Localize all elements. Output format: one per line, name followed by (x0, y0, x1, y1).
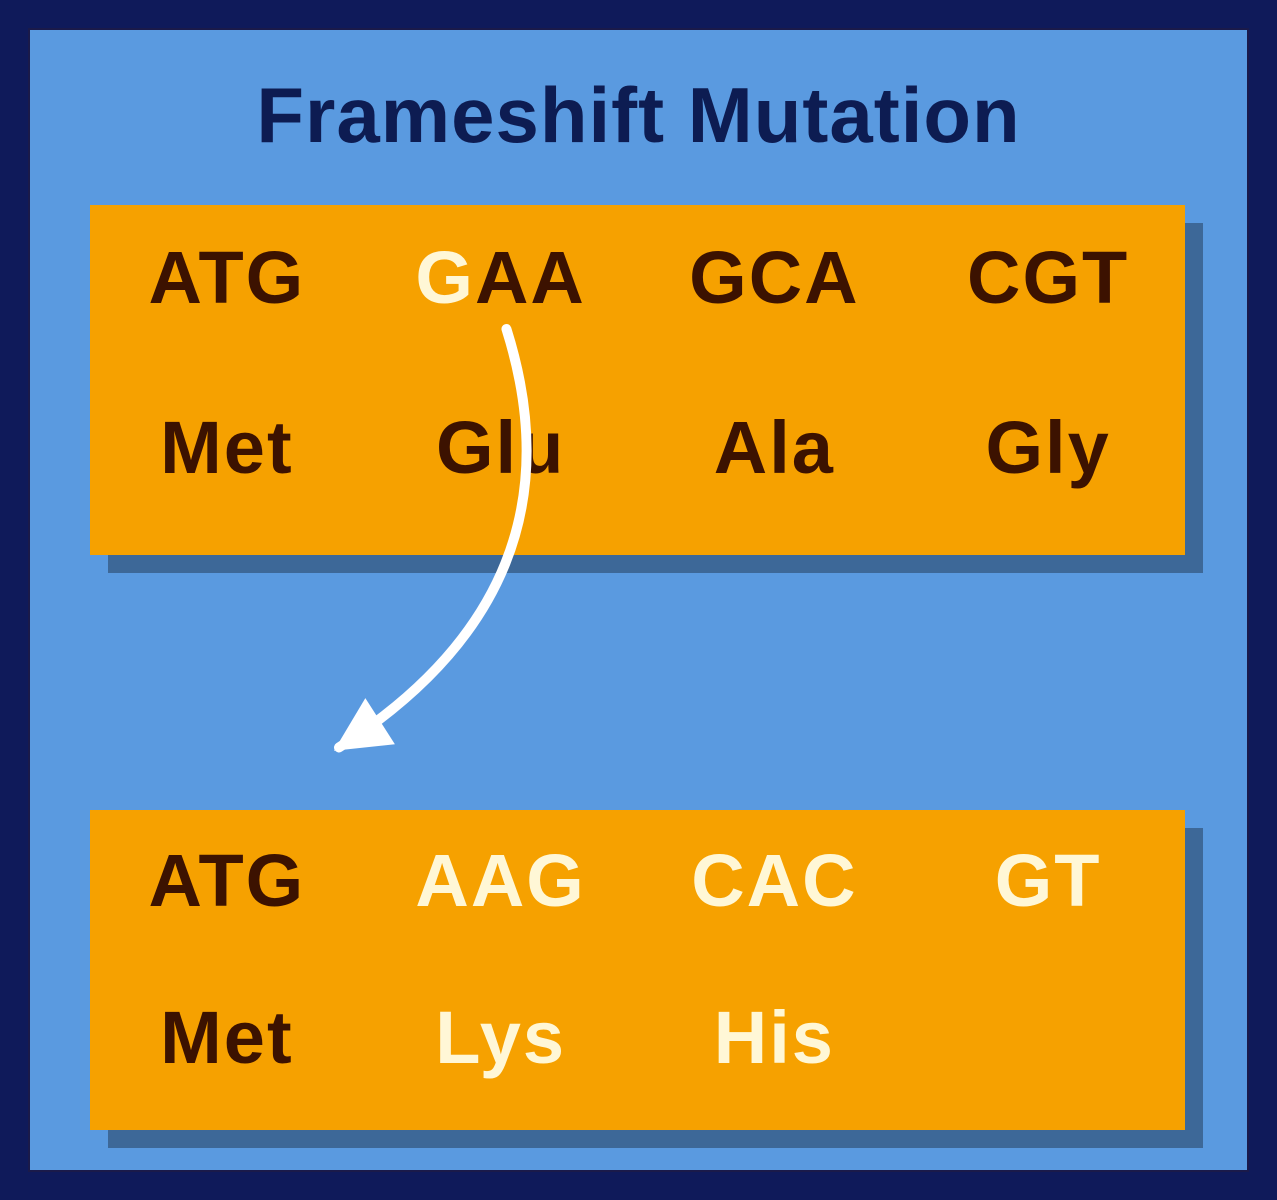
nucleotide-letter: G (995, 839, 1055, 922)
codon-cell: CGT (911, 235, 1185, 320)
nucleotide-letter: A (471, 839, 526, 922)
codon-cell: CAC (638, 838, 912, 923)
nucleotide-letter: A (149, 236, 199, 319)
nucleotide-letter: G (415, 236, 475, 319)
nucleotide-letter: C (691, 839, 746, 922)
nucleotide-letter: C (967, 236, 1022, 319)
codon: ATG (149, 236, 306, 319)
codon: ATG (149, 839, 306, 922)
nucleotide-letter: G (689, 236, 749, 319)
amino-acid-cell: Met (90, 405, 364, 490)
after-codon-row: ATGAAGCACGT (90, 838, 1185, 923)
codon: GCA (689, 236, 859, 319)
codon-cell: ATG (90, 838, 364, 923)
amino-acid-cell: Glu (364, 405, 638, 490)
nucleotide-letter: A (530, 236, 585, 319)
codon: GAA (415, 236, 585, 319)
codon-cell: GT (911, 838, 1185, 923)
nucleotide-letter: G (246, 236, 306, 319)
nucleotide-letter: A (475, 236, 530, 319)
nucleotide-letter: T (1054, 839, 1101, 922)
amino-acid-cell: Ala (638, 405, 912, 490)
nucleotide-letter: G (246, 839, 306, 922)
nucleotide-letter: C (802, 839, 857, 922)
codon: GT (995, 839, 1102, 922)
before-codon-row: ATGGAAGCACGT (90, 235, 1185, 320)
before-mutation-box: ATGGAAGCACGT MetGluAlaGly (90, 205, 1185, 555)
codon-cell: ATG (90, 235, 364, 320)
amino-acid-cell: Met (90, 995, 364, 1080)
nucleotide-letter: G (526, 839, 586, 922)
before-amino-row: MetGluAlaGly (90, 405, 1185, 490)
nucleotide-letter: A (149, 839, 199, 922)
after-amino-row: MetLysHis (90, 995, 1185, 1080)
nucleotide-letter: T (198, 839, 245, 922)
nucleotide-letter: T (1082, 236, 1129, 319)
nucleotide-letter: A (415, 839, 470, 922)
codon: CAC (691, 839, 857, 922)
nucleotide-letter: A (747, 839, 802, 922)
codon-cell: GCA (638, 235, 912, 320)
amino-acid-cell: Gly (911, 405, 1185, 490)
codon: CGT (967, 236, 1129, 319)
amino-acid-cell: Lys (364, 995, 638, 1080)
nucleotide-letter: G (1022, 236, 1082, 319)
nucleotide-letter: A (804, 236, 859, 319)
amino-acid-cell: His (638, 995, 912, 1080)
codon-cell: AAG (364, 838, 638, 923)
codon: AAG (415, 839, 585, 922)
diagram-title: Frameshift Mutation (30, 70, 1247, 161)
diagram-panel: Frameshift Mutation ATGGAAGCACGT MetGluA… (28, 28, 1249, 1172)
codon-cell: GAA (364, 235, 638, 320)
nucleotide-letter: C (749, 236, 804, 319)
nucleotide-letter: T (198, 236, 245, 319)
after-mutation-box: ATGAAGCACGT MetLysHis (90, 810, 1185, 1130)
